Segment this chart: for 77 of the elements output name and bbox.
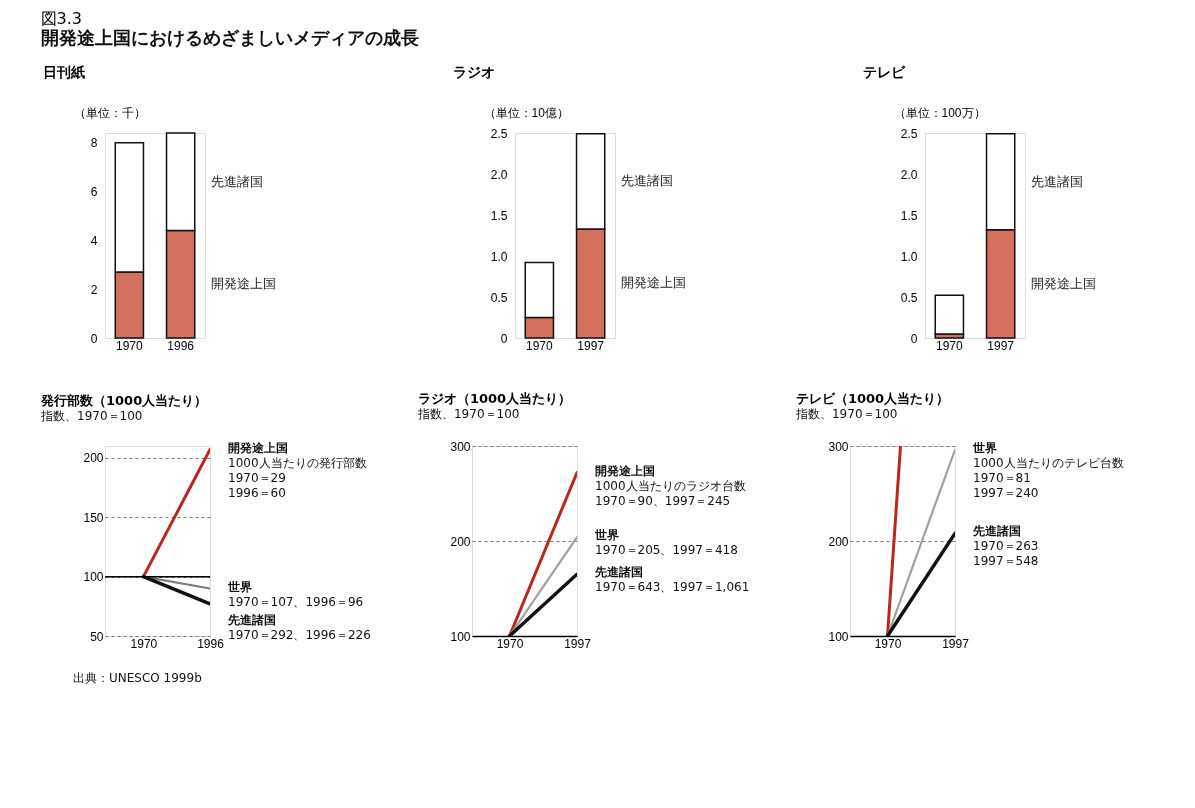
series-label: 開発途上国 bbox=[595, 463, 655, 478]
y-tick-label: 8 bbox=[90, 136, 98, 151]
y-tick-label: 200 bbox=[450, 534, 471, 549]
series-label: 先進諸国 bbox=[227, 612, 276, 627]
chart-subtitle: 指数、1970＝100 bbox=[794, 407, 898, 421]
series-label: 開発途上国 bbox=[621, 275, 686, 291]
y-tick-label: 300 bbox=[828, 439, 849, 454]
series-label: 開発途上国 bbox=[228, 440, 288, 455]
text: 1000人当たりのテレビ台数 1970＝81 1997＝240 bbox=[973, 455, 1124, 500]
y-tick-label: 0 bbox=[910, 331, 918, 346]
chart-title: 日刊紙 bbox=[43, 64, 85, 80]
y-tick-label: 200 bbox=[83, 451, 104, 466]
chart-title: 発行部数（1000人当たり） bbox=[40, 392, 208, 408]
caption: 図3.3 bbox=[40, 8, 82, 28]
y-tick-label: 6 bbox=[90, 185, 98, 200]
chart-title: ラジオ bbox=[453, 64, 495, 80]
series-label: 先進諸国 bbox=[594, 565, 643, 580]
y-tick-label: 1.0 bbox=[900, 249, 918, 264]
y-tick-label: 300 bbox=[450, 439, 471, 454]
x-tick-label: 1997 bbox=[564, 636, 592, 651]
y-tick-label: 2.5 bbox=[490, 126, 508, 141]
text: 1970＝292、1996＝226 bbox=[228, 627, 371, 642]
x-tick-label: 1996 bbox=[167, 338, 195, 353]
y-tick-label: 50 bbox=[90, 629, 104, 644]
x-tick-label: 1970 bbox=[496, 636, 524, 651]
text: 1970＝643、1997＝1,061 bbox=[595, 580, 750, 595]
y-tick-label: 100 bbox=[450, 629, 471, 644]
text: 1000人当たりのラジオ台数 1970＝90、1997＝245 bbox=[595, 478, 746, 508]
x-tick-label: 1996 bbox=[197, 636, 225, 651]
bar bbox=[934, 294, 965, 335]
x-tick-label: 1970 bbox=[130, 636, 158, 651]
series-label: 先進諸国 bbox=[972, 524, 1021, 539]
x-tick-label: 1970 bbox=[116, 338, 144, 353]
series-label: 先進諸国 bbox=[1031, 173, 1083, 189]
text: 1970＝107、1996＝96 bbox=[228, 594, 364, 609]
chart-title: テレビ（1000人当たり） bbox=[795, 391, 950, 406]
y-tick-label: 1.5 bbox=[900, 208, 918, 223]
chart-title: ラジオ（1000人当たり） bbox=[417, 391, 572, 406]
source-note: 出典：UNESCO 1999b bbox=[73, 671, 202, 685]
y-tick-label: 100 bbox=[828, 629, 849, 644]
chart-subtitle: 指数、1970＝100 bbox=[40, 408, 143, 423]
y-tick-label: 1.0 bbox=[490, 249, 508, 264]
x-tick-label: 1970 bbox=[874, 636, 902, 651]
x-tick-label: 1997 bbox=[942, 636, 970, 651]
y-tick-label: 1.5 bbox=[490, 208, 508, 223]
x-tick-label: 1997 bbox=[987, 338, 1015, 353]
y-tick-label: 0 bbox=[90, 331, 98, 346]
text: 1970＝205、1997＝418 bbox=[595, 543, 738, 558]
y-axis-title: （単位：10億） bbox=[483, 105, 569, 120]
x-tick-label: 1970 bbox=[526, 338, 554, 353]
y-tick-label: 2.5 bbox=[900, 126, 918, 141]
y-tick-label: 4 bbox=[90, 233, 98, 248]
y-tick-label: 100 bbox=[83, 570, 104, 585]
series-label: 世界 bbox=[972, 440, 997, 455]
y-tick-label: 200 bbox=[828, 534, 849, 549]
y-tick-label: 2 bbox=[90, 282, 98, 297]
text: 1000人当たりの発行部数 1970＝29 1996＝60 bbox=[228, 455, 367, 500]
chart-title: テレビ bbox=[863, 64, 906, 80]
series-label: 先進諸国 bbox=[211, 173, 263, 189]
y-axis-title: （単位：千） bbox=[73, 105, 146, 120]
series-label: 世界 bbox=[594, 528, 619, 543]
text: 開発途上国におけるめざましいメディアの成長 bbox=[40, 26, 419, 48]
y-tick-label: 2.0 bbox=[490, 167, 508, 182]
y-tick-label: 0 bbox=[500, 331, 508, 346]
y-axis-title: （単位：100万） bbox=[893, 105, 986, 120]
y-tick-label: 0.5 bbox=[490, 290, 508, 305]
y-tick-label: 150 bbox=[83, 510, 104, 525]
series-label: 世界 bbox=[227, 579, 252, 594]
text: 1970＝263 1997＝548 bbox=[973, 539, 1039, 569]
series-label: 開発途上国 bbox=[1031, 275, 1096, 291]
chart-subtitle: 指数、1970＝100 bbox=[416, 407, 520, 421]
x-tick-label: 1970 bbox=[936, 338, 964, 353]
y-tick-label: 2.0 bbox=[900, 167, 918, 182]
series-label: 先進諸国 bbox=[621, 173, 673, 189]
y-tick-label: 0.5 bbox=[900, 290, 918, 305]
series-label: 開発途上国 bbox=[211, 276, 276, 292]
x-tick-label: 1997 bbox=[577, 338, 605, 353]
